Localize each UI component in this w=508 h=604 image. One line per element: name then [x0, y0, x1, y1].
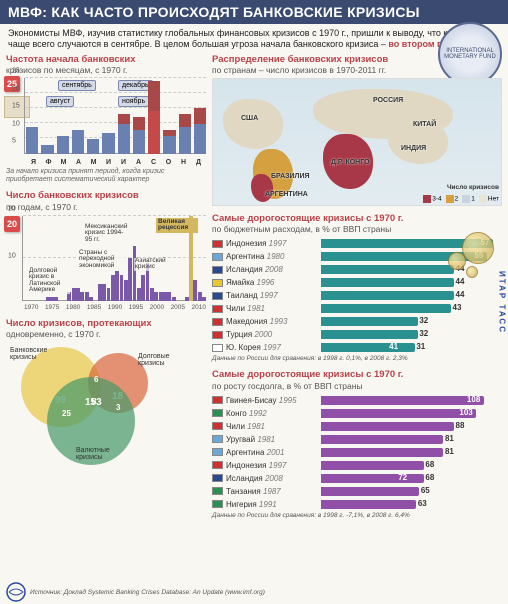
debt-chart: Гвинея-Бисау 1995108Конго 1992103Чили 19… — [212, 394, 502, 511]
itar-tass-stripe: ИТАР ТАСС — [496, 0, 508, 604]
flag-icon — [212, 331, 223, 339]
hbar-row: Таиланд 199744 — [212, 289, 502, 302]
flag-icon — [212, 318, 223, 326]
venn-title: Число кризисов, протекающих — [6, 319, 206, 329]
country-label: КИТАЙ — [413, 121, 436, 128]
month-note: За начало кризиса принят период, когда к… — [6, 168, 206, 183]
month-title: Частота начала банковских — [6, 55, 206, 65]
country-label: РОССИЯ — [373, 97, 403, 104]
flag-icon — [212, 461, 223, 469]
debt-note: Данные по России для сравнения: в 1998 г… — [212, 512, 502, 519]
hbar-row: Чили 198143 — [212, 302, 502, 315]
budget-title: Самые дорогостоящие кризисы с 1970 г. — [212, 214, 502, 224]
month-sub: кризисов по месяцам, с 1970 г. — [6, 65, 206, 75]
country-label: БРАЗИЛИЯ — [271, 173, 310, 180]
flag-icon — [212, 448, 223, 456]
world-map: Число кризисов3-421Нет СШАРОССИЯКИТАЙИНД… — [212, 78, 502, 206]
budget-note: Данные по России для сравнения: в 1998 г… — [212, 355, 502, 362]
source-text: Источник: Доклад Systemic Banking Crises… — [6, 582, 265, 602]
flag-icon — [212, 292, 223, 300]
flag-icon — [212, 435, 223, 443]
year-chart: 20 197019751980198519901995200020052010 … — [6, 216, 206, 311]
hbar-row: Исландия 20086872 — [212, 472, 502, 485]
flag-icon — [212, 422, 223, 430]
annotation: Азиатский кризис — [134, 258, 172, 271]
hbar-row: Турция 200032 — [212, 328, 502, 341]
hbar-row: Ю. Корея 19973141 — [212, 341, 502, 354]
venn-diagram: 99Банковские кризисы18Долговые кризисы15… — [6, 343, 196, 458]
flag-icon — [212, 240, 223, 248]
year-badge: 20 — [4, 216, 20, 232]
country-label: США — [241, 115, 258, 122]
annotation: Долговой кризис в Латинской Америке — [28, 268, 70, 294]
page-title: МВФ: КАК ЧАСТО ПРОИСХОДЯТ БАНКОВСКИЕ КРИ… — [0, 0, 508, 24]
debt-title: Самые дорогостоящие кризисы с 1970 г. — [212, 370, 502, 380]
venn-sub: одновременно, с 1970 г. — [6, 329, 206, 339]
annotation: Великая рецессия — [156, 218, 198, 233]
imf-seal-icon: INTERNATIONAL MONETARY FUND — [438, 22, 502, 86]
country-label: Д.Р. КОНГО — [331, 159, 370, 166]
year-sub: по годам, с 1970 г. — [6, 202, 206, 212]
flag-icon — [212, 344, 223, 352]
flag-icon — [212, 409, 223, 417]
flag-icon — [212, 487, 223, 495]
flag-icon — [212, 500, 223, 508]
hbar-row: Аргентина 200181 — [212, 446, 502, 459]
coins-icon — [438, 232, 498, 280]
flag-icon — [212, 266, 223, 274]
flag-icon — [212, 396, 223, 404]
country-label: АРГЕНТИНА — [265, 191, 308, 198]
hbar-row: Индонезия 199768 — [212, 459, 502, 472]
hbar-row: Гвинея-Бисау 1995108 — [212, 394, 502, 407]
intro-text: Экономисты МВФ, изучив статистику глобал… — [0, 24, 508, 53]
annotation: Мексиканский кризис 1994-95 гг. — [84, 224, 130, 244]
month-chart: 25 сентябрьавгустдекабрьноябрь ЯФМАМИИАС… — [6, 78, 206, 166]
country-label: ИНДИЯ — [401, 145, 426, 152]
flag-icon — [212, 253, 223, 261]
flag-icon — [212, 305, 223, 313]
hbar-row: Танзания 198765 — [212, 485, 502, 498]
debt-sub: по росту госдолга, в % от ВВП страны — [212, 381, 502, 391]
hbar-row: Конго 1992103 — [212, 407, 502, 420]
itar-logo-icon — [6, 582, 26, 602]
flag-icon — [212, 474, 223, 482]
hbar-row: Чили 198188 — [212, 420, 502, 433]
hbar-row: Македония 199332 — [212, 315, 502, 328]
hbar-row: Нигерия 199163 — [212, 498, 502, 511]
annotation: Страны с переходной экономикой — [78, 250, 126, 270]
hbar-row: Уругвай 198181 — [212, 433, 502, 446]
year-title: Число банковских кризисов — [6, 191, 206, 201]
flag-icon — [212, 279, 223, 287]
